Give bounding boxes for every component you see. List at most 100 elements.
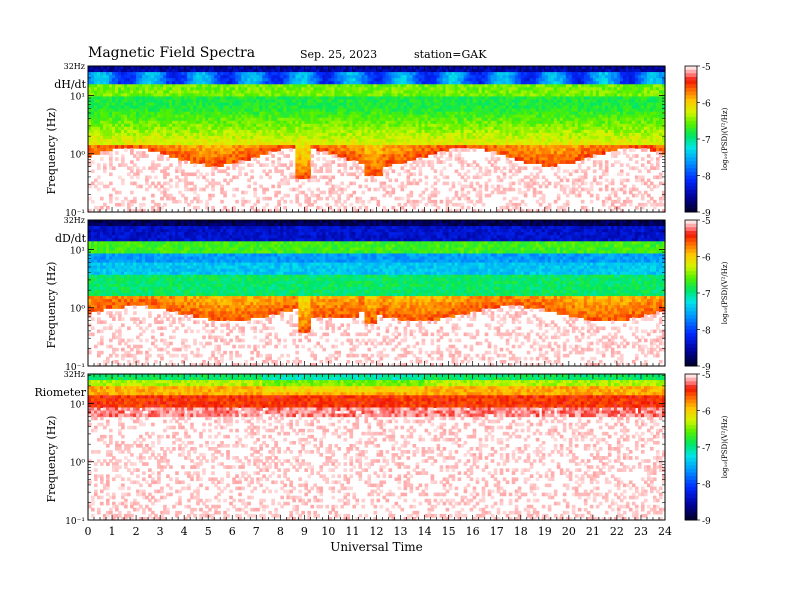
spectrogram-cell — [139, 208, 143, 213]
spectrogram-cell — [94, 148, 98, 152]
spectrogram-cell — [136, 75, 140, 79]
spectrogram-cell — [226, 172, 230, 177]
spectrogram-cell — [100, 205, 104, 210]
spectrogram-cell — [106, 184, 110, 189]
spectrogram-cell — [94, 69, 98, 73]
spectrogram-cell — [160, 157, 164, 161]
spectrogram-cell — [256, 199, 260, 204]
spectrogram-cell — [94, 81, 98, 85]
spectrogram-cell — [94, 105, 98, 110]
spectrogram-cell — [130, 160, 134, 164]
spectrogram-cell — [352, 181, 357, 186]
spectrogram-cell — [151, 102, 155, 107]
spectrogram-cell — [97, 72, 101, 76]
spectrogram-cell — [115, 87, 119, 91]
spectrogram-cell — [133, 66, 137, 70]
spectrogram-cell — [118, 163, 122, 167]
spectrogram-cell — [106, 111, 110, 116]
spectrogram-cell — [130, 129, 134, 134]
spectrogram-cell — [466, 205, 471, 210]
spectrogram-cell — [127, 90, 131, 94]
spectrogram-cell — [148, 90, 152, 94]
spectrogram-cell — [151, 108, 155, 113]
spectrogram-cell — [154, 69, 158, 73]
spectrogram-cell — [154, 111, 158, 116]
spectrogram-cell — [154, 108, 158, 113]
spectrogram-cell — [361, 190, 366, 195]
spectrogram-cell — [148, 108, 152, 113]
spectrogram-cell — [127, 105, 131, 110]
spectrogram-cell — [118, 117, 122, 122]
spectrogram-cell — [106, 75, 110, 79]
spectrogram-cell — [139, 81, 143, 85]
spectrogram-cell — [103, 78, 107, 82]
spectrogram-cell — [160, 72, 164, 76]
spectrogram-cell — [151, 90, 155, 94]
spectrogram-cell — [226, 166, 230, 171]
spectrogram-cell — [160, 145, 164, 149]
spectrogram-cell — [130, 166, 134, 171]
spectrogram-cell — [124, 87, 128, 91]
spectrogram-cell — [115, 84, 119, 88]
spectrogram-cell — [94, 117, 98, 122]
spectrogram-cell — [160, 87, 164, 91]
spectrogram-cell — [196, 205, 200, 210]
spectrogram-cell — [100, 117, 104, 122]
spectrogram-cell — [391, 190, 396, 195]
spectrogram-cell — [109, 120, 113, 125]
spectrogram-cell — [148, 129, 152, 134]
spectrogram-cell — [502, 196, 507, 201]
spectrogram-cell — [127, 78, 131, 82]
spectrogram-cell — [118, 132, 122, 137]
spectrogram-cell — [130, 69, 134, 73]
spectrogram-cell — [97, 126, 101, 131]
spectrogram-cell — [145, 181, 149, 186]
spectrogram-cell — [133, 84, 137, 88]
spectrogram-cell — [157, 205, 161, 210]
spectrogram-cell — [109, 81, 113, 85]
spectrogram-cell — [100, 96, 104, 101]
spectrogram-cell — [100, 84, 104, 88]
spectrogram-cell — [145, 93, 149, 98]
spectrogram-cell — [94, 205, 98, 210]
spectrogram-cell — [418, 178, 423, 183]
spectrogram-cell — [106, 135, 110, 140]
spectrogram-cell — [157, 96, 161, 101]
spectrogram-cell — [109, 90, 113, 94]
spectrogram-cell — [97, 139, 101, 143]
spectrogram-cell — [118, 108, 122, 113]
spectrogram-cell — [157, 75, 161, 79]
spectrogram-cell — [139, 184, 143, 189]
spectrogram-cell — [112, 166, 116, 171]
spectrogram-cell — [91, 129, 95, 134]
spectrogram-cell — [106, 99, 110, 104]
spectrogram-cell — [154, 102, 158, 107]
spectrogram-cell — [97, 93, 101, 98]
spectrogram-cell — [151, 78, 155, 82]
spectrogram-cell — [103, 123, 107, 128]
spectrogram-cell — [136, 151, 140, 155]
spectrogram-cell — [157, 135, 161, 140]
spectrogram-cell — [94, 72, 98, 76]
spectrogram-cell — [97, 69, 101, 73]
spectrogram-cell — [127, 208, 131, 213]
spectrogram-cell — [103, 135, 107, 140]
spectrogram-cell — [88, 84, 92, 88]
spectrogram-cell — [91, 139, 95, 143]
spectrogram-cell — [157, 108, 161, 113]
spectrogram-cell — [142, 84, 146, 88]
spectrogram-cell — [127, 99, 131, 104]
spectrogram-cell — [109, 181, 113, 186]
spectrogram-cell — [148, 72, 152, 76]
spectrogram-cell — [100, 72, 104, 76]
figure-title: Magnetic Field Spectra — [88, 45, 256, 61]
spectrogram-cell — [100, 66, 104, 70]
spectrogram-cell — [127, 120, 131, 125]
spectrogram-cell — [106, 66, 110, 70]
spectrogram-cell — [100, 181, 104, 186]
spectrogram-cell — [139, 69, 143, 73]
spectrogram-cell — [121, 84, 125, 88]
spectrogram-cell — [121, 90, 125, 94]
spectrogram-cell — [151, 105, 155, 110]
